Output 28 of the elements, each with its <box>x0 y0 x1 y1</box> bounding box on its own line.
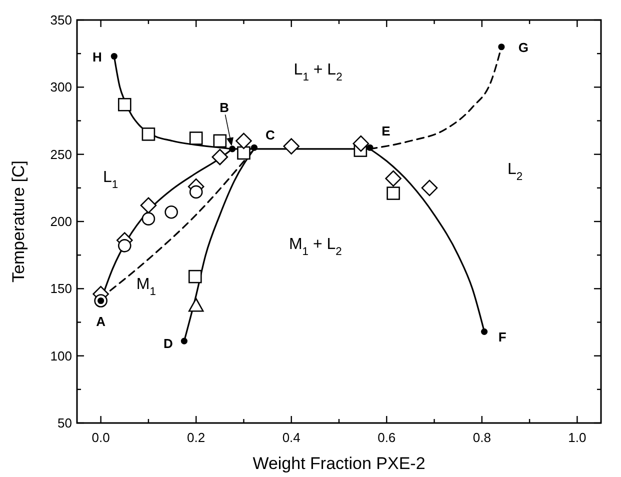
x-tick-label: 0.0 <box>92 430 110 445</box>
y-tick-label: 150 <box>50 281 72 296</box>
y-tick-label: 300 <box>50 80 72 95</box>
annotation: M$_{1}$ <box>136 276 156 298</box>
y-tick-label: 200 <box>50 214 72 229</box>
x-axis-title: Weight Fraction PXE-2 <box>252 454 426 473</box>
annotation: E <box>382 124 391 139</box>
annotation: L$_{1}$ + L$_{2}$ <box>294 61 342 84</box>
x-tick-label: 0.2 <box>187 430 206 445</box>
y-tick-label: 350 <box>50 12 72 28</box>
y-tick-label: 250 <box>50 146 72 162</box>
annotation: B <box>220 100 229 115</box>
y-axis-title: Temperature [C] <box>9 160 28 282</box>
annotation: L$_{2}$ <box>507 160 523 183</box>
annotation: M$_{1}$ + L$_{2}$ <box>288 236 342 258</box>
x-tick-label: 0.6 <box>378 430 396 445</box>
annotation: G <box>518 40 529 55</box>
annotation: L$_{1}$ <box>102 168 118 191</box>
annotation: F <box>498 330 506 345</box>
annotation: H <box>92 49 102 64</box>
annotation: A <box>96 314 106 329</box>
y-tick-label: 50 <box>58 416 72 430</box>
x-tick-label: 0.8 <box>472 430 491 445</box>
annotation: D <box>163 336 173 352</box>
y-tick-label: 100 <box>50 348 72 364</box>
x-tick-label: 0.4 <box>282 430 300 445</box>
annotation: C <box>266 128 276 143</box>
x-tick-label: 1.0 <box>568 430 586 445</box>
